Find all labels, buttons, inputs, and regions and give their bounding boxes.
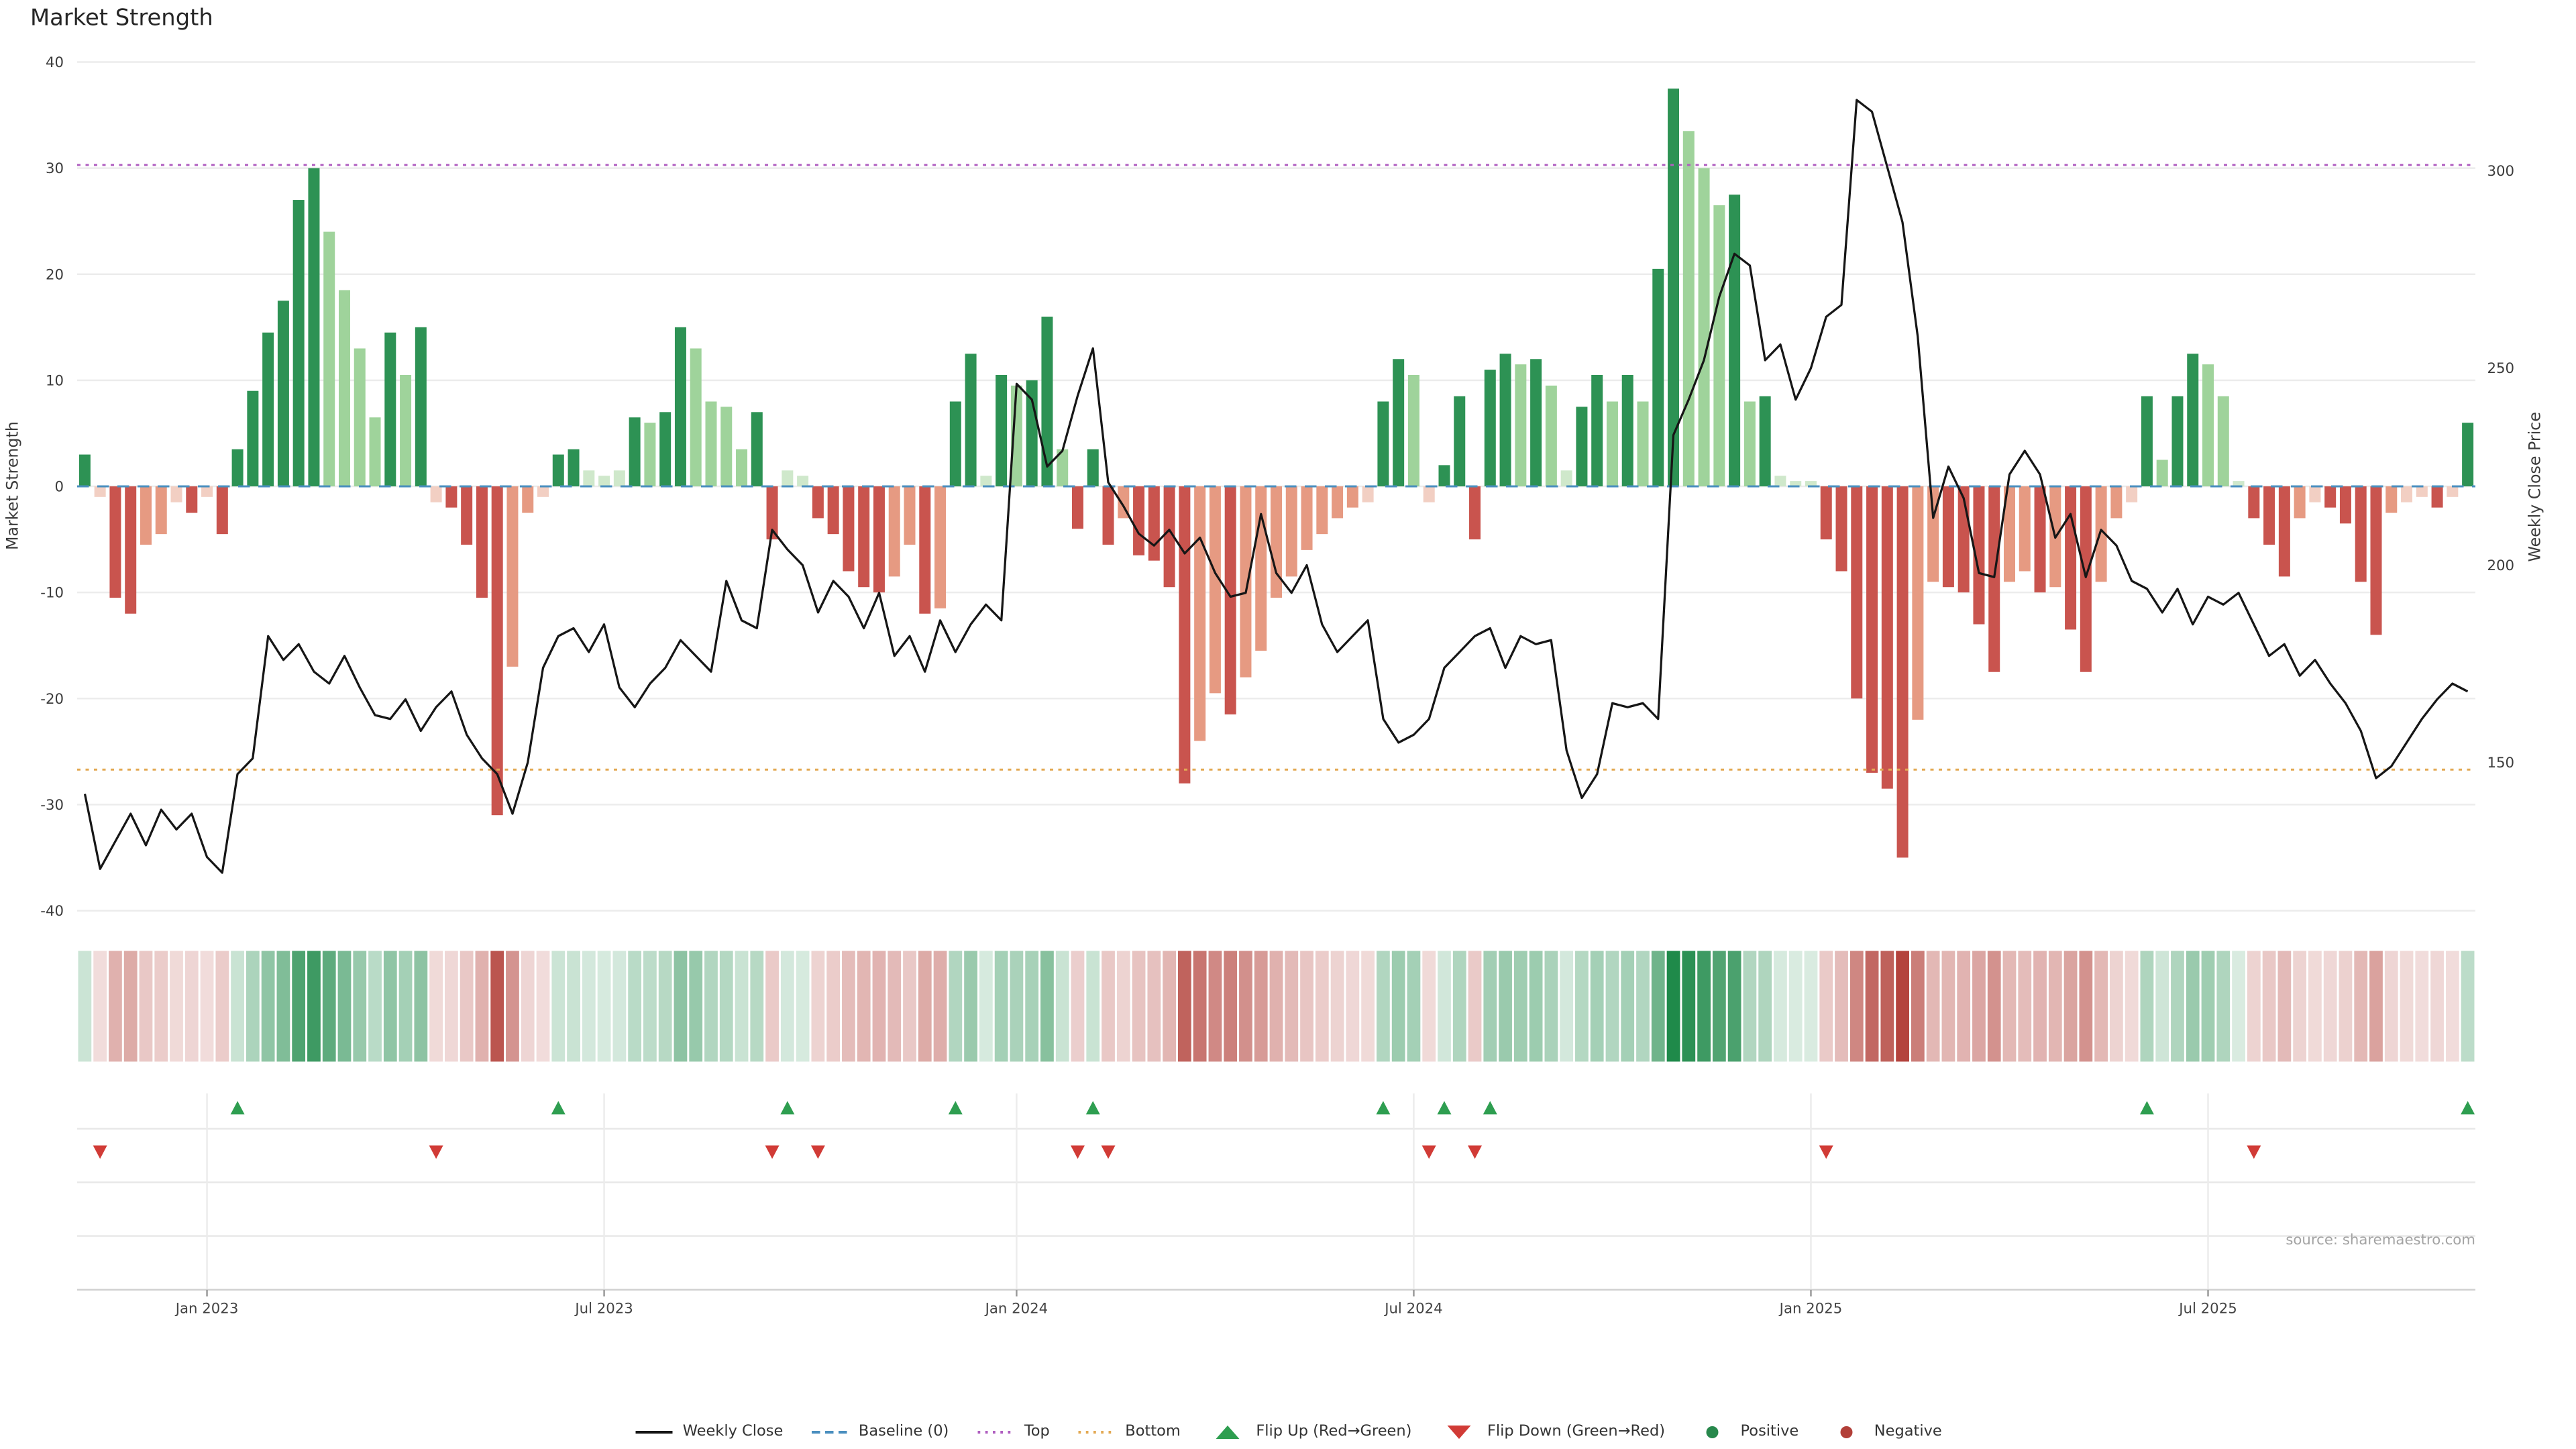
flip-down-markers [93,1145,2261,1159]
reference-lines [77,164,2475,771]
svg-text:-40: -40 [40,903,64,920]
svg-text:Jan 2023: Jan 2023 [174,1301,239,1318]
svg-text:-10: -10 [40,585,64,602]
axis-ticks: 40 30 20 10 0 -10 -20 -30 -40 300 250 200 150 [40,54,2514,920]
market-strength-chart: 40 30 20 10 0 -10 -20 -30 -40 300 250 200 150 Jan 202… [40,54,2514,1318]
chart-legend: Weekly Close Baseline (0) Top Bottom Flip Up… [0,1424,2576,1441]
legend-item-baseline-0: Baseline (0) [810,1424,949,1441]
svg-text:300: 300 [2487,163,2515,180]
svg-text:Jan 2025: Jan 2025 [1778,1301,1843,1318]
svg-text:-30: -30 [40,797,64,814]
svg-text:150: 150 [2487,755,2515,771]
legend-label: Top [1024,1424,1050,1441]
legend-item-weekly-close: Weekly Close [634,1424,783,1441]
legend-label: Baseline (0) [858,1424,949,1441]
legend-label: Flip Up (Red→Green) [1256,1424,1412,1441]
svg-text:Jul 2025: Jul 2025 [2178,1301,2237,1318]
legend-glyph-dash-icon [811,1431,849,1434]
legend-item-bottom: Bottom [1077,1424,1181,1441]
legend-label: Negative [1874,1424,1942,1441]
legend-glyph-dots-icon [1078,1431,1116,1434]
legend-glyph-line-icon [635,1431,673,1434]
strength-bars [78,89,2474,858]
svg-text:10: 10 [46,372,64,389]
svg-text:-20: -20 [40,691,64,708]
legend-label: Flip Down (Green→Red) [1487,1424,1666,1441]
svg-text:250: 250 [2487,360,2515,377]
svg-text:0: 0 [54,479,64,496]
legend-glyph-tri-down-icon [1446,1426,1470,1439]
legend-label: Positive [1740,1424,1799,1441]
legend-item-negative: Negative [1825,1424,1942,1441]
svg-text:40: 40 [46,54,64,71]
legend-glyph-dots-icon [977,1431,1014,1434]
svg-text:20: 20 [46,266,64,283]
legend-label: Bottom [1125,1424,1181,1441]
weekly-close-line [83,99,2469,874]
page-title: Market Strength [30,5,213,32]
legend-glyph-tri-up-icon [1216,1426,1240,1439]
legend-item-flip-down-green-red: Flip Down (Green→Red) [1438,1424,1665,1441]
svg-text:Jul 2024: Jul 2024 [1383,1301,1442,1318]
strength-heatmap [78,951,2475,1062]
svg-text:30: 30 [46,160,64,177]
flip-up-markers [230,1101,2475,1115]
legend-glyph-dot-icon [1706,1426,1719,1438]
legend-item-flip-up-red-green: Flip Up (Red→Green) [1208,1424,1412,1441]
legend-item-top: Top [975,1424,1050,1441]
svg-text:Jul 2023: Jul 2023 [574,1301,633,1318]
legend-item-positive: Positive [1692,1424,1799,1441]
flip-marker-band: Jan 2023 Jul 2023 Jan 2024 Jul 2024 Jan 2025… [77,1093,2475,1318]
svg-text:200: 200 [2487,557,2515,574]
legend-label: Weekly Close [682,1424,784,1441]
legend-glyph-dot-icon [1839,1426,1852,1438]
svg-text:Jan 2024: Jan 2024 [984,1301,1049,1318]
source-credit: source: sharemaestro.com [2286,1232,2475,1250]
